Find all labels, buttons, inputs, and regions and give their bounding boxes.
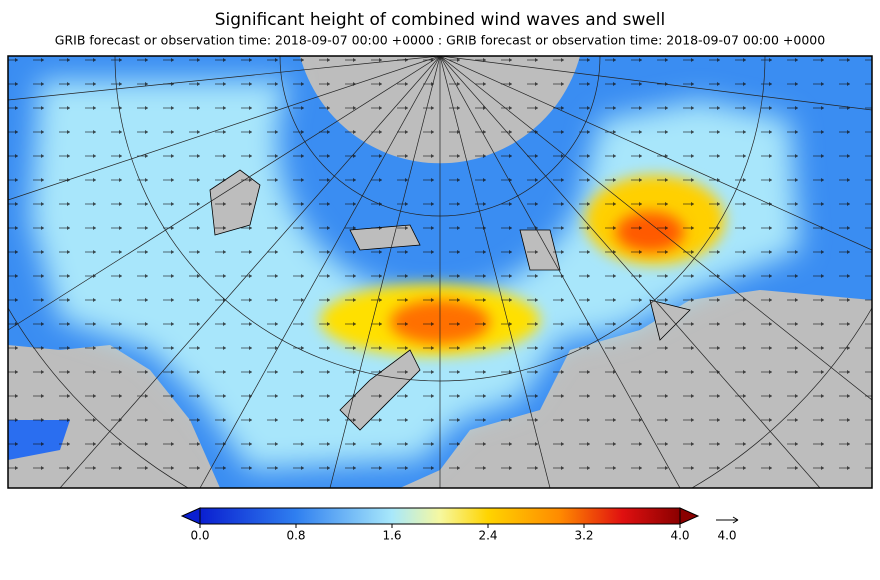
colorbar-scale [199, 507, 681, 525]
subtitle: GRIB forecast or observation time: 2018-… [55, 33, 825, 48]
title: Significant height of combined wind wave… [215, 10, 666, 30]
colorbar-over [679, 507, 700, 525]
colorbar-tick-label: 1.6 [382, 529, 401, 543]
map-frame [7, 55, 873, 489]
colorbar-tick-label: 4.0 [670, 529, 689, 543]
colorbar-tick-label: 0.8 [286, 529, 305, 543]
colorbar-tick-label: 0.0 [190, 529, 209, 543]
colorbar [180, 507, 700, 525]
colorbar-tick-label: 2.4 [478, 529, 497, 543]
map [8, 56, 872, 488]
vector-scale-label: 4.0 [717, 529, 736, 543]
graticule [8, 56, 872, 488]
colorbar-under [180, 507, 201, 525]
vector-scale-arrowhead [732, 516, 739, 524]
colorbar-tick-label: 3.2 [574, 529, 593, 543]
